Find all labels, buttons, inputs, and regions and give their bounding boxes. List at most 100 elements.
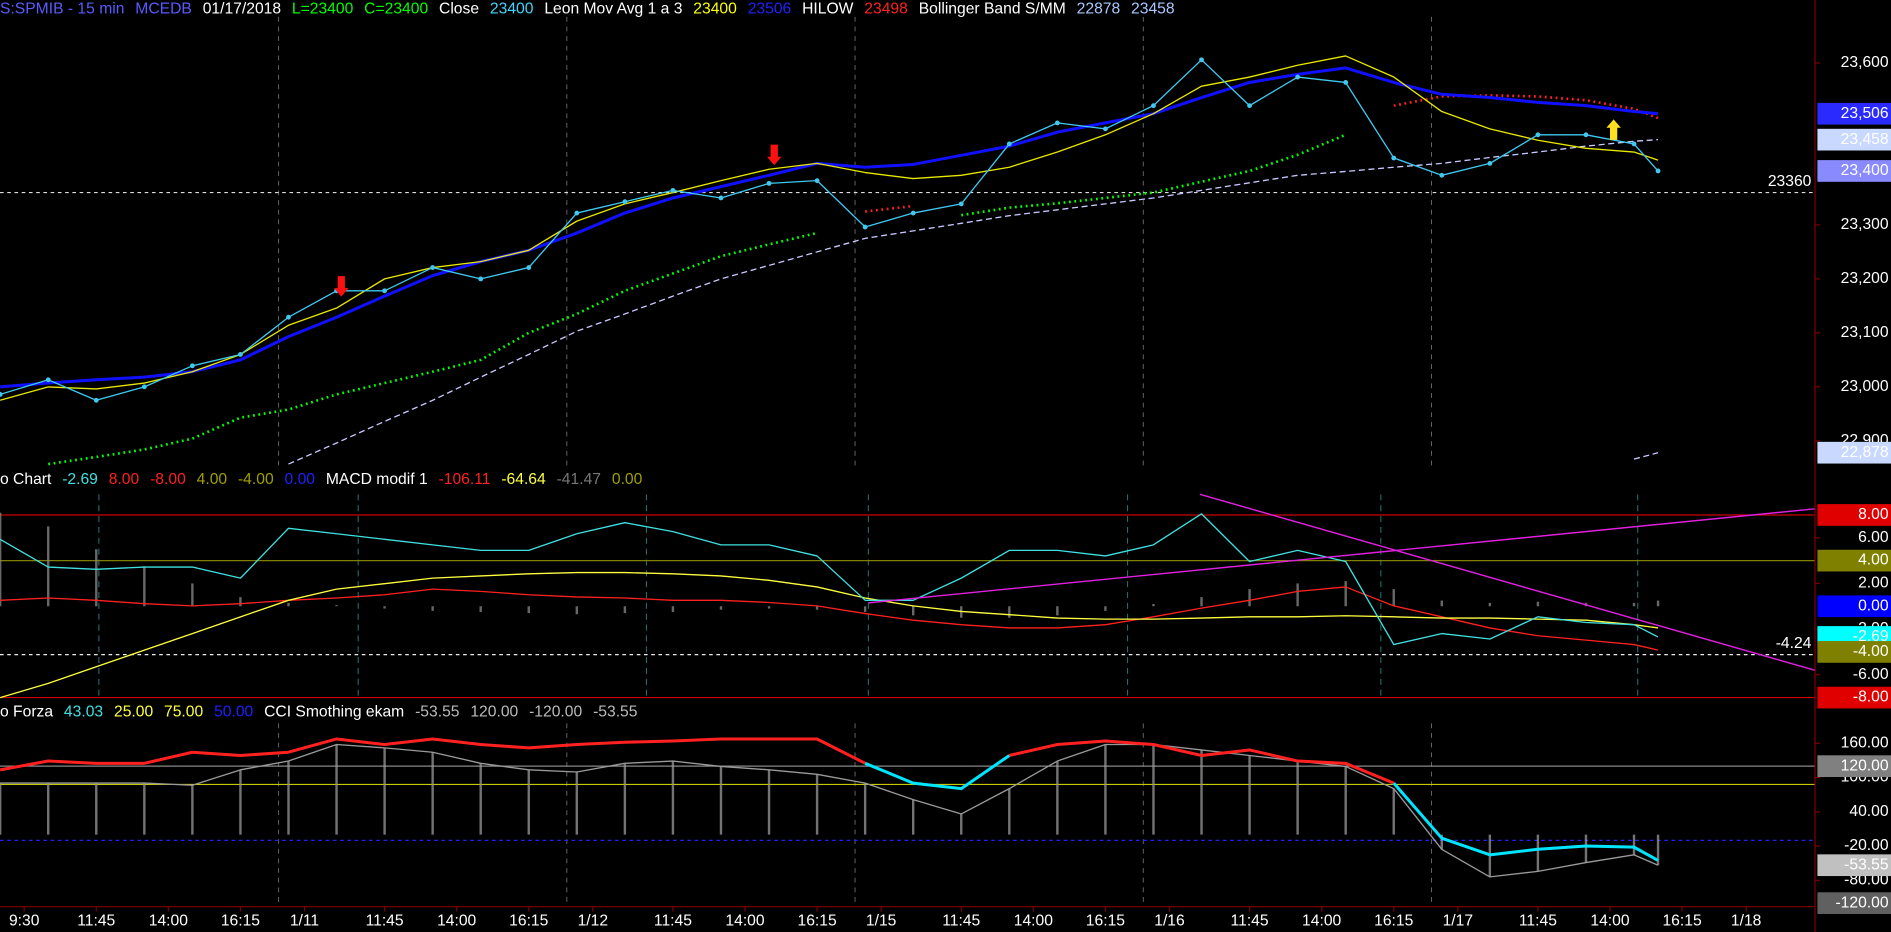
series-point [1054, 120, 1060, 126]
histogram-bar [1056, 606, 1059, 616]
value-box-label: 23,458 [1841, 131, 1889, 148]
axes: 23,60023,30023,20023,10023,00022,90023,5… [9, 54, 1891, 929]
x-tick-label: 1/18 [1731, 912, 1762, 929]
histogram-bar [911, 799, 915, 835]
histogram-bar [1248, 755, 1251, 835]
header-item: 75.00 [164, 704, 203, 721]
series-point [141, 384, 147, 390]
series-line [865, 94, 1659, 213]
series-point [574, 210, 580, 216]
series-point [910, 210, 916, 216]
series-point [93, 397, 99, 403]
histogram-bar [431, 752, 434, 835]
histogram-bar [1248, 589, 1251, 607]
header-item: 120.00 [470, 704, 518, 721]
histogram-bar [0, 512, 2, 607]
histogram-bar [335, 744, 338, 835]
y-tick-label: 23,200 [1841, 270, 1889, 287]
panel-plot [0, 737, 1816, 878]
series-line [0, 737, 1395, 785]
series-line [0, 66, 1659, 389]
header-item: C=23400 [364, 1, 428, 18]
header-item: -8.00 [150, 471, 186, 488]
header-item: -4.00 [238, 471, 274, 488]
histogram-bar [1488, 602, 1492, 607]
x-tick-label: 11:45 [366, 912, 404, 929]
series-point [1535, 132, 1541, 138]
histogram-bar [239, 769, 242, 835]
panel-header: S:SPMIB - 15 min MCEDB 01/17/2018 L=23400 C=… [0, 1, 1175, 18]
histogram-bar [863, 783, 867, 835]
value-box-label: 4.00 [1858, 552, 1889, 569]
series-point [958, 201, 964, 207]
header-item: -120.00 [529, 704, 582, 721]
series-point [1583, 132, 1589, 138]
series-point [1343, 80, 1349, 85]
histogram-bar [911, 606, 915, 616]
x-tick-label: 14:00 [1014, 912, 1053, 929]
y-tick-label: 23,300 [1841, 216, 1889, 233]
histogram-bar [671, 606, 675, 612]
header-item: o Forza [0, 704, 53, 721]
y-tick-label: 23,000 [1841, 378, 1889, 395]
x-tick-label: 1/17 [1443, 912, 1473, 929]
histogram-bar [575, 606, 579, 615]
histogram-bar [767, 606, 771, 609]
series-point [526, 265, 532, 270]
value-box [1817, 128, 1891, 151]
series-point [862, 224, 868, 230]
value-box-label: 0.00 [1858, 597, 1889, 614]
histogram-bar [1056, 761, 1059, 835]
x-tick-label: 11:45 [1519, 912, 1557, 929]
histogram-bar [815, 774, 819, 835]
histogram-bar [1008, 788, 1011, 835]
header-item: o Chart [0, 471, 52, 488]
series-point [286, 314, 291, 320]
series-point [1103, 126, 1108, 132]
histogram-bar [1104, 606, 1107, 611]
series-point [766, 180, 772, 186]
x-tick-label: 16:15 [797, 912, 836, 929]
trend-lines [868, 493, 1816, 672]
series-point [670, 187, 676, 193]
histogram-bar [863, 606, 867, 612]
value-box [1817, 686, 1891, 709]
series-point [478, 276, 484, 282]
histogram-bar [1392, 788, 1395, 835]
series-point [45, 377, 51, 383]
x-tick-label: 11:45 [1231, 912, 1269, 929]
value-box-label: 23,400 [1841, 162, 1889, 179]
series-line [0, 513, 1659, 646]
series-line [288, 138, 1659, 465]
y-tick-label: 160.00 [1841, 734, 1889, 751]
x-tick-label: 1/12 [578, 912, 608, 929]
panel-plot [0, 55, 1816, 466]
header-item: 01/17/2018 [203, 1, 282, 18]
series-point [238, 352, 243, 357]
series-point [0, 391, 3, 397]
x-tick-label: 16:15 [1662, 912, 1701, 929]
value-box-label: 23,506 [1841, 105, 1889, 122]
header-item: 0.00 [285, 471, 316, 488]
y-tick-label: 23,600 [1841, 54, 1889, 71]
value-box [1817, 854, 1891, 877]
value-box-label: -53.55 [1844, 856, 1889, 873]
series-point [1631, 141, 1637, 147]
series-point [430, 265, 436, 270]
x-tick-label: 14:00 [149, 912, 188, 929]
series-point [814, 178, 820, 184]
x-tick-label: 1/11 [290, 912, 319, 929]
series-point [1391, 155, 1397, 161]
header-item: Leon Mov Avg 1 a 3 [544, 1, 682, 18]
histogram-bar [143, 566, 146, 607]
header-item: 23498 [864, 1, 908, 18]
histogram-bar [1296, 761, 1299, 835]
header-item: HILOW [802, 1, 854, 18]
histogram-bar [719, 606, 723, 610]
histogram-bar [575, 772, 579, 835]
value-box [1817, 641, 1891, 663]
y-tick-label: -6.00 [1853, 666, 1889, 683]
series-point [1439, 172, 1445, 178]
